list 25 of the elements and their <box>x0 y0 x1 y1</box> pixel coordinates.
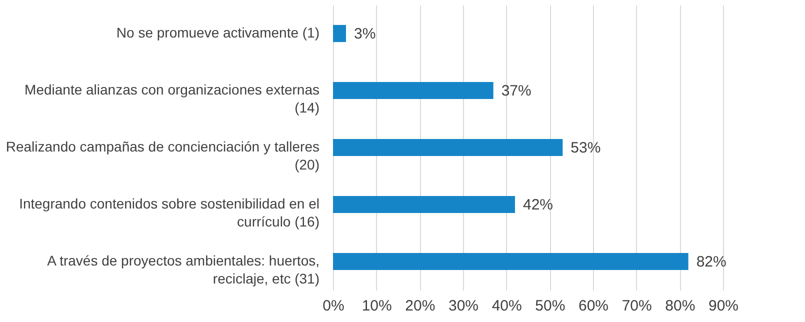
bar <box>333 252 688 270</box>
bar <box>333 138 563 156</box>
data-label: 82% <box>696 254 726 270</box>
x-tick-label: 90% <box>708 298 739 314</box>
bar <box>333 24 346 42</box>
y-tick-label: No se promueve activamente (1) <box>116 24 320 40</box>
x-tick-label: 30% <box>448 298 479 314</box>
y-tick-label: Mediante alianzas con organizaciones externas (14) <box>24 82 320 116</box>
x-tick-label: 20% <box>405 298 436 314</box>
data-label: 37% <box>501 82 532 100</box>
x-tick-label: 0% <box>322 298 344 314</box>
y-tick-label: Integrando contenidos sobre sostenibilidad en el currículo (16) <box>19 196 320 230</box>
bar <box>333 82 494 100</box>
data-label: 42% <box>523 196 554 214</box>
x-tick-label: 80% <box>665 298 696 314</box>
bar <box>333 196 515 214</box>
x-tick-label: 70% <box>622 298 652 314</box>
y-tick-label: A través de proyectos ambientales: huertos, reciclaje, etc (31) <box>47 252 320 286</box>
x-tick-label: 10% <box>362 298 392 314</box>
data-label: 53% <box>570 140 601 156</box>
x-tick-label: 50% <box>535 298 566 314</box>
x-tick-label: 40% <box>492 298 522 314</box>
data-label: 3% <box>354 26 376 42</box>
x-tick-label: 60% <box>578 298 609 314</box>
y-tick-label: Realizando campañas de concienciación y talleres (20) <box>6 138 320 172</box>
